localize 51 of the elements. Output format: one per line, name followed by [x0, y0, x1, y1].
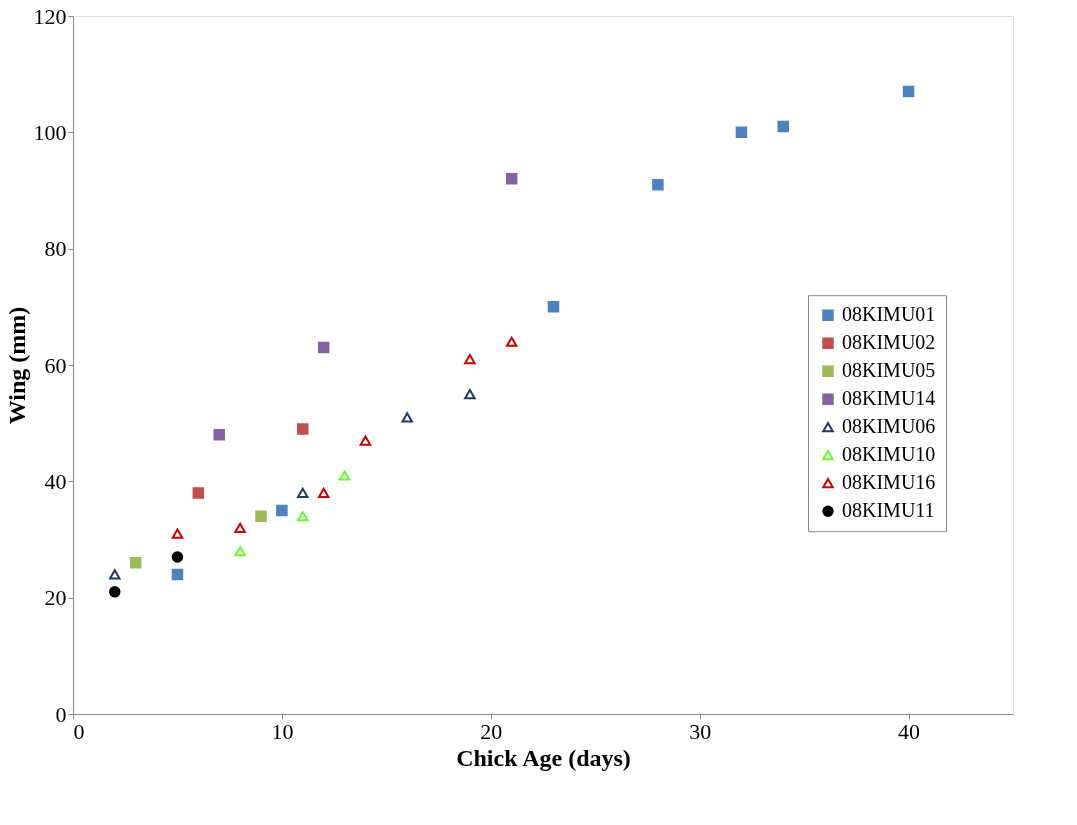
point: [464, 354, 476, 365]
point: [234, 522, 246, 533]
point: [505, 173, 518, 185]
y-tick-label: 60: [44, 352, 67, 378]
x-axis-title: Chick Age (days): [456, 744, 631, 771]
point: [777, 120, 789, 133]
point: [317, 487, 330, 499]
y-tick-label: 80: [44, 236, 67, 262]
x-tick-label: 40: [898, 718, 921, 744]
point: [255, 510, 267, 522]
y-tick-label: 40: [44, 468, 67, 494]
legend-label: 08KIMU02: [842, 331, 936, 354]
x-tick-label: 10: [271, 718, 294, 744]
legend-label: 08KIMU06: [842, 415, 936, 438]
point: [171, 568, 184, 581]
legend-label: 08KIMU16: [842, 471, 936, 494]
point: [505, 336, 518, 347]
point: [109, 586, 121, 598]
point: [317, 341, 330, 354]
x-tick-label: 20: [480, 718, 503, 744]
legend-label: 08KIMU01: [842, 303, 936, 326]
point: [297, 423, 309, 435]
point: [297, 487, 309, 499]
point: [213, 429, 225, 441]
point: [652, 178, 664, 191]
x-tick-label: 30: [689, 718, 712, 744]
point: [401, 412, 413, 423]
point: [192, 487, 205, 499]
legend-label: 08KIMU11: [842, 499, 935, 522]
legend-label: 08KIMU05: [842, 359, 936, 382]
point: [234, 546, 246, 557]
y-tick-label: 20: [44, 585, 67, 611]
point: [171, 528, 184, 539]
point: [276, 504, 288, 517]
legend-label: 08KIMU14: [842, 387, 936, 410]
point: [297, 511, 309, 522]
x-tick-label: 0: [73, 718, 85, 744]
y-tick-label: 0: [55, 701, 67, 727]
legend-label: 08KIMU10: [842, 443, 936, 466]
y-axis-title: Wing (mm): [3, 306, 30, 425]
y-tick-label: 100: [33, 119, 67, 145]
point: [109, 569, 121, 580]
point: [464, 388, 476, 400]
point: [359, 435, 372, 446]
point: [171, 551, 184, 563]
point: [902, 85, 915, 98]
point: [547, 301, 560, 313]
y-tick-label: 120: [33, 3, 67, 29]
point: [129, 557, 142, 569]
point: [735, 126, 748, 139]
point: [338, 470, 351, 481]
